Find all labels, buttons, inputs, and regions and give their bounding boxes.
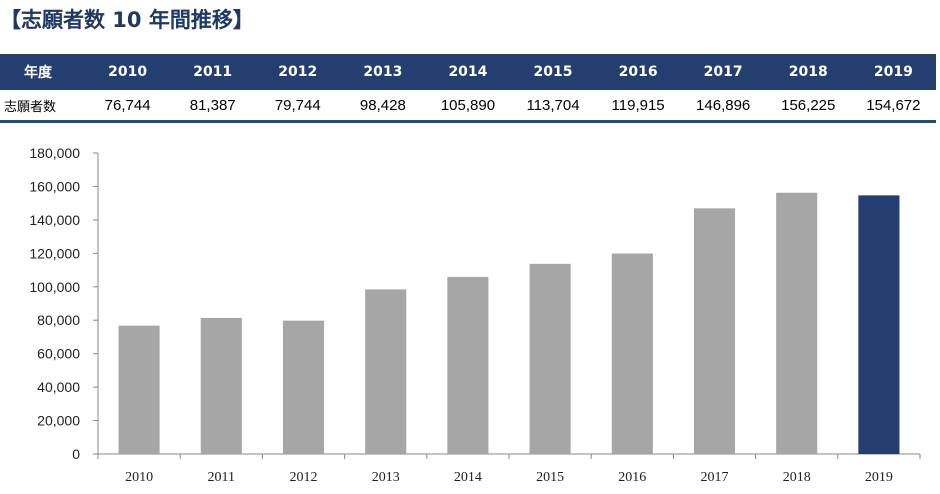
year-cell: 2018 [765, 54, 851, 90]
bar-2012 [282, 320, 325, 454]
applicants-cell: 156,225 [765, 90, 851, 123]
bar-2014 [447, 276, 489, 454]
year-cell: 2012 [255, 54, 341, 90]
year-cell: 2010 [85, 54, 171, 90]
year-cell: 2011 [170, 54, 256, 90]
x-category-label: 2010 [125, 470, 153, 485]
x-category-label: 2012 [290, 470, 318, 485]
bar-2017 [693, 208, 736, 454]
table-header-row: 年度 2010 2011 2012 2013 2014 2015 2016 20… [0, 54, 936, 90]
x-category-label: 2011 [208, 470, 235, 485]
bar-2018 [776, 192, 818, 454]
applicants-cell: 146,896 [680, 90, 766, 123]
applicants-cell: 79,744 [255, 90, 341, 123]
applicants-cell: 76,744 [85, 90, 171, 123]
bar-chart: 0 20,000 40,000 60,000 80,000 100,000 120,000 1… [29, 145, 921, 485]
year-cell: 2016 [595, 54, 681, 90]
year-row-header: 年度 [0, 54, 86, 90]
applicants-cell: 154,672 [850, 90, 936, 123]
x-category-label: 2017 [701, 470, 729, 485]
applicants-cell: 119,915 [595, 90, 681, 123]
year-cell: 2019 [850, 54, 936, 90]
applicants-cell: 98,428 [340, 90, 426, 123]
y-tick-label: 20,000 [37, 413, 80, 429]
year-cell: 2015 [510, 54, 596, 90]
bar-2013 [365, 289, 407, 454]
summary-table: 年度 2010 2011 2012 2013 2014 2015 2016 20… [0, 54, 936, 123]
table-row: 志願者数 76,744 81,387 79,744 98,428 105,890… [0, 90, 936, 123]
year-cell: 2013 [340, 54, 426, 90]
x-category-label: 2018 [783, 470, 811, 485]
bar-2016 [611, 253, 653, 454]
applicants-cell: 113,704 [510, 90, 596, 123]
y-tick-label: 180,000 [29, 145, 80, 161]
y-tick-label: 100,000 [29, 279, 80, 295]
x-category-label: 2013 [372, 470, 400, 485]
bar-2011 [200, 317, 242, 454]
y-tick-label: 0 [72, 446, 80, 462]
applicants-row-header: 志願者数 [0, 90, 86, 123]
x-category-label: 2015 [536, 470, 564, 485]
bar-2015 [529, 263, 571, 454]
page-title: 【志願者数 10 年間推移】 [0, 8, 254, 32]
year-cell: 2014 [425, 54, 511, 90]
y-tick-label: 40,000 [37, 379, 80, 395]
y-tick-label: 80,000 [37, 312, 80, 328]
bar-2019 [858, 195, 900, 454]
year-cell: 2017 [680, 54, 766, 90]
y-tick-label: 60,000 [37, 346, 80, 362]
x-category-label: 2014 [454, 470, 482, 485]
bar-2010 [118, 325, 160, 454]
y-tick-label: 140,000 [29, 212, 80, 228]
applicants-cell: 105,890 [425, 90, 511, 123]
y-tick-label: 160,000 [29, 178, 80, 194]
applicants-cell: 81,387 [170, 90, 256, 123]
x-category-label: 2016 [618, 470, 646, 485]
y-tick-label: 120,000 [29, 245, 80, 261]
x-category-label: 2019 [865, 470, 893, 485]
